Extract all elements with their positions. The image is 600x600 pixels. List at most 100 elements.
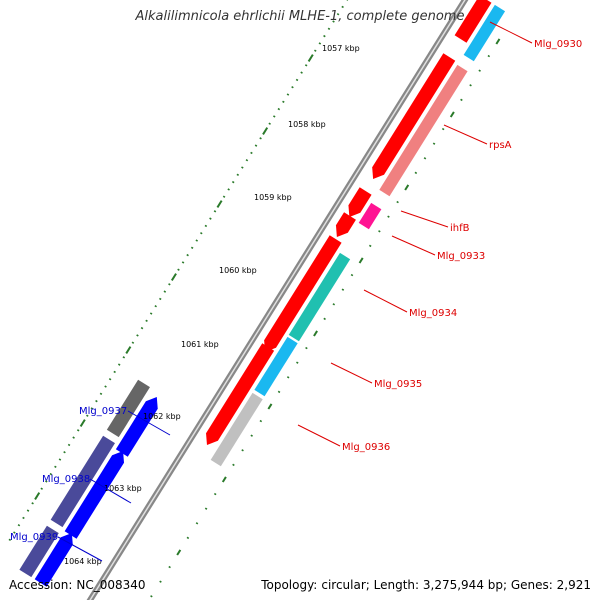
scale-minor-tick — [245, 159, 249, 162]
scale-minor-tick — [286, 93, 290, 96]
inner-tick — [441, 127, 445, 131]
inner-tick — [469, 84, 472, 87]
scale-minor-tick — [227, 188, 230, 191]
inner-tick — [460, 98, 463, 102]
scale-minor-tick — [259, 137, 262, 140]
scale-minor-tick — [268, 122, 271, 125]
cds-rpsa[interactable] — [372, 53, 456, 180]
scale-minor-tick — [154, 305, 157, 308]
cds-mlg-0938[interactable] — [64, 450, 125, 539]
gene-features — [19, 0, 506, 587]
inner-tick — [241, 449, 244, 452]
scale-minor-tick — [8, 538, 12, 542]
inner-tick — [150, 595, 153, 598]
inner-tick — [296, 361, 299, 364]
scale-minor-tick — [323, 34, 326, 38]
scale-minor-tick — [149, 312, 153, 315]
inner-tick — [396, 200, 399, 204]
inner-tick — [305, 346, 308, 350]
cds-mlg-0937[interactable] — [115, 396, 158, 457]
cds-mlg-0939[interactable] — [34, 532, 73, 587]
scale-minor-tick — [163, 290, 167, 293]
category-ihfb[interactable] — [358, 202, 382, 230]
accession-value: NC_008340 — [76, 578, 146, 592]
inner-tick — [286, 376, 290, 379]
scale-label: 1062 kbp — [143, 412, 181, 421]
scale-minor-tick — [213, 210, 217, 213]
gene-label[interactable]: Mlg_0933 — [437, 251, 485, 262]
inner-tick — [378, 230, 381, 233]
gene-label[interactable]: Mlg_0937 — [79, 406, 127, 417]
scale-label: 1057 kbp — [322, 44, 360, 53]
inner-tick — [358, 257, 364, 264]
topology-footer: Topology: circular; Length: 3,275,944 bp;… — [261, 578, 591, 592]
scale-major-tick — [216, 200, 223, 208]
category-mlg-0936[interactable] — [210, 392, 263, 467]
topology-value: circular; Length: 3,275,944 bp; Genes: 2… — [321, 578, 591, 592]
category-mlg-0934[interactable] — [288, 252, 351, 342]
inner-tick — [250, 434, 253, 437]
scale-label: 1058 kbp — [288, 120, 326, 129]
scale-minor-tick — [204, 224, 208, 228]
gene-label[interactable]: Mlg_0935 — [374, 379, 422, 390]
category-mlg-0939[interactable] — [19, 525, 59, 578]
cds-mlg-0930[interactable] — [454, 0, 492, 43]
scale-minor-tick — [22, 516, 25, 520]
scale-label: 1063 kbp — [104, 484, 142, 493]
scale-label: 1059 kbp — [254, 193, 292, 202]
scale-minor-tick — [90, 407, 94, 410]
scale-minor-tick — [67, 443, 71, 447]
scale-minor-tick — [122, 356, 126, 359]
scale-minor-tick — [177, 268, 180, 271]
category-mlg-0935[interactable] — [254, 336, 298, 397]
inner-tick — [259, 419, 263, 423]
scale-minor-tick — [72, 436, 75, 439]
scale-minor-tick — [209, 217, 212, 220]
scale-minor-tick — [250, 151, 253, 155]
scale-minor-tick — [327, 27, 331, 31]
gene-label[interactable]: Mlg_0936 — [342, 442, 390, 453]
inner-tick — [432, 142, 436, 145]
scale-minor-tick — [341, 5, 344, 9]
scale-minor-tick — [168, 283, 171, 286]
scale-major-tick — [125, 346, 132, 354]
cds-ihfb[interactable] — [348, 187, 372, 218]
inner-tick — [487, 54, 491, 58]
inner-tick — [332, 303, 336, 306]
scale-labels: 1057 kbp 1058 kbp 1059 kbp 1060 kbp 1061… — [64, 44, 360, 566]
category-mlg-0937[interactable] — [106, 379, 150, 438]
scale-minor-tick — [108, 378, 112, 381]
scale-major-tick — [262, 127, 269, 135]
genome-backbone-inner — [89, 0, 466, 600]
gene-label[interactable]: Mlg_0939 — [10, 532, 58, 543]
scale-minor-tick — [282, 100, 285, 104]
gene-label[interactable]: Mlg_0938 — [42, 474, 90, 485]
scale-minor-tick — [31, 502, 34, 505]
gene-label[interactable]: Mlg_0934 — [409, 308, 457, 319]
scale-minor-tick — [86, 414, 89, 417]
gene-label[interactable]: Mlg_0930 — [534, 39, 582, 50]
inner-tick — [232, 463, 235, 467]
cds-mlg-0933[interactable] — [335, 212, 356, 238]
inner-tick — [176, 549, 182, 556]
scale-minor-tick — [45, 480, 48, 483]
inner-tick — [423, 157, 427, 160]
inner-tick — [387, 215, 390, 218]
cds-mlg-0934[interactable] — [264, 235, 342, 353]
scale-ticks — [8, 0, 501, 598]
category-rpsa[interactable] — [379, 64, 468, 197]
category-mlg-0938[interactable] — [50, 435, 115, 528]
inner-tick — [449, 111, 455, 118]
scale-minor-tick — [195, 239, 199, 242]
accession-footer: Accession: NC_008340 — [9, 578, 146, 592]
scale-minor-tick — [318, 42, 322, 45]
category-mlg-0930[interactable] — [463, 4, 506, 62]
inner-tick — [341, 288, 345, 291]
gene-label[interactable]: rpsA — [489, 140, 512, 151]
gene-leaders — [57, 21, 533, 562]
gene-label[interactable]: ihfB — [450, 223, 470, 234]
scale-minor-tick — [13, 531, 16, 534]
scale-minor-tick — [336, 13, 340, 16]
cds-mlg-0936[interactable] — [206, 343, 275, 446]
